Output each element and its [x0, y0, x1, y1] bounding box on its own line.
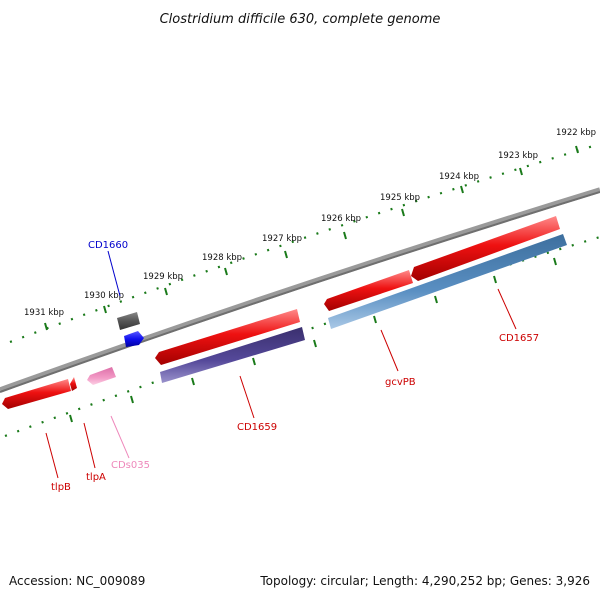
kbp-label: 1929 kbp: [143, 272, 183, 282]
gene-label-gcvpb: gcvPB: [385, 377, 416, 388]
reverse-purple-cds[interactable]: [160, 327, 305, 383]
kbp-label: 1931 kbp: [24, 308, 64, 318]
gene-label-cd1660: CD1660: [88, 240, 128, 251]
genome-backbone: [0, 187, 600, 393]
gene-label-cd1659: CD1659: [237, 422, 277, 433]
tlpA-gene[interactable]: [70, 377, 77, 391]
accession-text: Accession: NC_009089: [9, 574, 146, 588]
gene-label-tlpb: tlpB: [51, 482, 71, 493]
genome-backbone-shade: [0, 191, 600, 393]
gcvPB-gene[interactable]: [324, 270, 413, 311]
kbp-label: 1923 kbp: [498, 151, 538, 161]
gene-label-tlpa: tlpA: [86, 472, 106, 483]
cd1659-gene[interactable]: [155, 309, 300, 365]
cds035-gene[interactable]: [87, 367, 116, 385]
kbp-label: 1925 kbp: [380, 193, 420, 203]
kbp-label: 1922 kbp: [556, 128, 596, 138]
kbp-label: 1930 kbp: [84, 291, 124, 301]
kbp-label: 1927 kbp: [262, 234, 302, 244]
label-leaders: [45, 250, 517, 479]
map-title: Clostridium difficile 630, complete geno…: [160, 12, 441, 27]
kbp-label: 1924 kbp: [439, 172, 479, 182]
topology-text: Topology: circular; Length: 4,290,252 bp…: [260, 574, 590, 588]
gene-label-cd1657: CD1657: [499, 333, 539, 344]
cd1660-grey-feature[interactable]: [117, 312, 140, 330]
outer-major-ticks: [44, 145, 579, 331]
tlpB-gene[interactable]: [2, 379, 71, 409]
cd1660-gene[interactable]: [124, 331, 144, 347]
kbp-label: 1928 kbp: [202, 253, 242, 263]
cd1657-gene[interactable]: [411, 216, 560, 281]
reverse-blue-cds[interactable]: [328, 234, 567, 329]
kbp-label: 1926 kbp: [321, 214, 361, 224]
gene-label-cds035: CDs035: [111, 460, 150, 471]
inner-major-ticks: [69, 257, 557, 423]
outer-tick-track: [9, 142, 600, 344]
